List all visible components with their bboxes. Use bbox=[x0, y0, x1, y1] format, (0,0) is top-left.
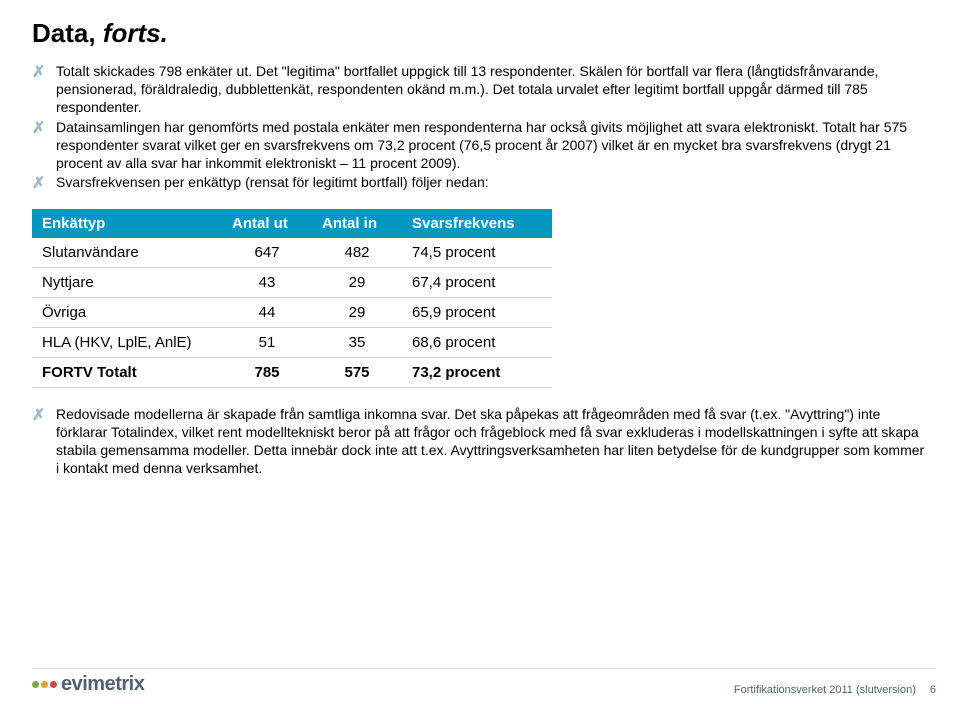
table-cell: 43 bbox=[222, 267, 312, 297]
bullets-top: ✗Totalt skickades 798 enkäter ut. Det "l… bbox=[32, 63, 928, 195]
footer-text: Fortifikationsverket 2011 (slutversion) bbox=[734, 684, 916, 696]
table-row: Nyttjare432967,4 procent bbox=[32, 267, 552, 297]
table-cell: 575 bbox=[312, 357, 402, 387]
footer: evimetrix Fortifikationsverket 2011 (slu… bbox=[32, 668, 936, 696]
table-cell: 74,5 procent bbox=[402, 238, 552, 268]
bullet-item: ✗Redovisade modellerna är skapade från s… bbox=[32, 406, 928, 478]
logo-dot-icon bbox=[32, 681, 39, 688]
table-row: HLA (HKV, LplE, AnlE)513568,6 procent bbox=[32, 327, 552, 357]
table-header: Antal ut bbox=[222, 209, 312, 238]
bullet-text: Totalt skickades 798 enkäter ut. Det "le… bbox=[56, 63, 928, 117]
footer-right: Fortifikationsverket 2011 (slutversion) … bbox=[734, 684, 936, 696]
table-cell: 68,6 procent bbox=[402, 327, 552, 357]
table-cell: 44 bbox=[222, 297, 312, 327]
title-ital: forts. bbox=[103, 18, 168, 48]
bullet-text: Svarsfrekvensen per enkättyp (rensat för… bbox=[56, 174, 489, 194]
bullet-item: ✗Totalt skickades 798 enkäter ut. Det "l… bbox=[32, 63, 928, 117]
table-cell: 29 bbox=[312, 267, 402, 297]
title-main: Data, bbox=[32, 18, 103, 48]
table-cell: Slutanvändare bbox=[32, 238, 222, 268]
table-cell: FORTV Totalt bbox=[32, 357, 222, 387]
table-cell: 785 bbox=[222, 357, 312, 387]
bullet-item: ✗Datainsamlingen har genomförts med post… bbox=[32, 119, 928, 173]
bullet-marker-icon: ✗ bbox=[32, 119, 56, 173]
table-header: Enkättyp bbox=[32, 209, 222, 238]
table-header: Antal in bbox=[312, 209, 402, 238]
bullet-marker-icon: ✗ bbox=[32, 63, 56, 117]
response-table: EnkättypAntal utAntal inSvarsfrekvensSlu… bbox=[32, 209, 552, 388]
logo-text: evimetrix bbox=[61, 673, 144, 696]
bullet-marker-icon: ✗ bbox=[32, 174, 56, 194]
table-row: FORTV Totalt78557573,2 procent bbox=[32, 357, 552, 387]
table-cell: Nyttjare bbox=[32, 267, 222, 297]
logo-mark bbox=[32, 681, 57, 688]
bullet-marker-icon: ✗ bbox=[32, 406, 56, 478]
table-cell: HLA (HKV, LplE, AnlE) bbox=[32, 327, 222, 357]
bullet-text: Redovisade modellerna är skapade från sa… bbox=[56, 406, 928, 478]
table-cell: Övriga bbox=[32, 297, 222, 327]
table-cell: 51 bbox=[222, 327, 312, 357]
table-cell: 67,4 procent bbox=[402, 267, 552, 297]
logo-dot-icon bbox=[41, 681, 48, 688]
table-cell: 29 bbox=[312, 297, 402, 327]
table-cell: 482 bbox=[312, 238, 402, 268]
table-row: Övriga442965,9 procent bbox=[32, 297, 552, 327]
bullet-item: ✗Svarsfrekvensen per enkättyp (rensat fö… bbox=[32, 174, 928, 194]
logo: evimetrix bbox=[32, 673, 144, 696]
bullets-bottom: ✗Redovisade modellerna är skapade från s… bbox=[32, 406, 928, 478]
logo-dot-icon bbox=[50, 681, 57, 688]
table-cell: 65,9 procent bbox=[402, 297, 552, 327]
table-header: Svarsfrekvens bbox=[402, 209, 552, 238]
table-row: Slutanvändare64748274,5 procent bbox=[32, 238, 552, 268]
page-number: 6 bbox=[930, 684, 936, 696]
table-cell: 647 bbox=[222, 238, 312, 268]
table-cell: 73,2 procent bbox=[402, 357, 552, 387]
page-title: Data, forts. bbox=[32, 18, 928, 49]
bullet-text: Datainsamlingen har genomförts med posta… bbox=[56, 119, 928, 173]
table-cell: 35 bbox=[312, 327, 402, 357]
